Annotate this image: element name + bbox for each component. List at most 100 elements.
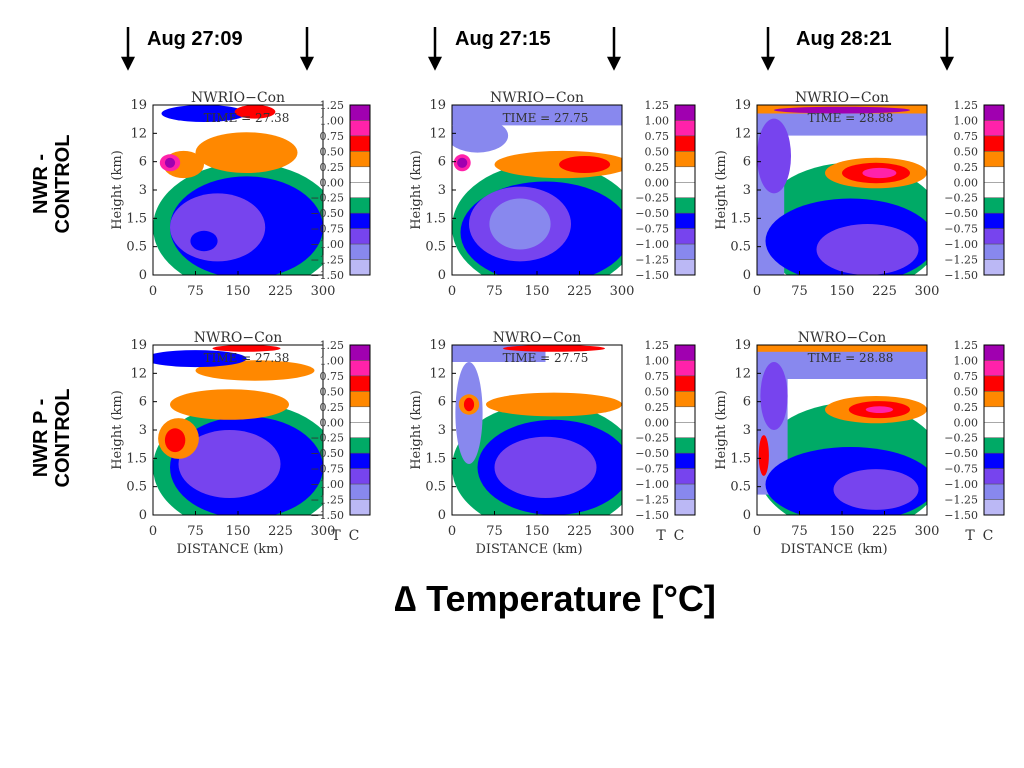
x-axis-label: DISTANCE (km) [780, 542, 887, 557]
colorbar-label: 1.00 [954, 354, 979, 367]
colorbar-frame [349, 104, 371, 276]
colorbar-frame [983, 344, 1005, 516]
colorbar-label: 0.50 [954, 145, 979, 158]
x-axis-label: DISTANCE (km) [176, 542, 283, 557]
panel-time: TIME = 27.75 [503, 351, 589, 365]
colorbar-label: 0.75 [320, 130, 345, 143]
contour-field [757, 105, 927, 275]
y-tick-label: 12 [130, 366, 147, 381]
colorbar-t-label: T [656, 528, 666, 544]
colorbar-label: 1.25 [645, 99, 670, 112]
x-tick-label: 150 [525, 524, 550, 539]
x-tick-label: 300 [915, 284, 940, 299]
colorbar-label: 0.75 [320, 370, 345, 383]
x-tick-label: 75 [486, 524, 503, 539]
colorbar-segment [983, 360, 1005, 377]
colorbar-label: 0.75 [954, 370, 979, 383]
y-tick-label: 0.5 [730, 240, 751, 255]
panel-time: TIME = 27.38 [204, 111, 290, 125]
colorbar-frame [674, 104, 696, 276]
colorbar-label: 0.75 [954, 130, 979, 143]
colorbar-label: 1.25 [954, 99, 979, 112]
x-axis-label: DISTANCE (km) [475, 542, 582, 557]
contour-field [153, 345, 323, 515]
colorbar-label: −0.50 [944, 447, 978, 460]
x-tick-label: 300 [610, 284, 635, 299]
colorbar-label: −1.25 [310, 494, 344, 507]
colorbar-label: 0.50 [645, 385, 670, 398]
y-tick-label: 19 [429, 338, 446, 353]
y-tick-label: 6 [743, 155, 751, 170]
x-tick-label: 225 [567, 284, 592, 299]
y-tick-label: 1.5 [425, 211, 446, 226]
y-tick-label: 0 [139, 268, 147, 283]
x-tick-label: 0 [149, 524, 157, 539]
y-tick-label: 19 [429, 98, 446, 113]
x-tick-label: 225 [268, 284, 293, 299]
y-tick-label: 12 [429, 366, 446, 381]
y-axis-label: Height (km) [714, 390, 729, 470]
colorbar-label: −1.00 [944, 478, 978, 491]
time-label-1: Aug 27:09 [147, 28, 243, 50]
panel-time: TIME = 28.88 [808, 111, 894, 125]
colorbar-label: −0.50 [635, 207, 669, 220]
colorbar-label: 1.25 [320, 99, 345, 112]
y-tick-label: 1.5 [730, 451, 751, 466]
colorbar-label: 0.50 [954, 385, 979, 398]
colorbar-t-label: T [965, 528, 975, 544]
x-tick-label: 300 [311, 524, 336, 539]
x-tick-label: 150 [830, 524, 855, 539]
colorbar-label: −0.25 [310, 432, 344, 445]
contour-field [757, 345, 927, 515]
colorbar-label: 1.25 [645, 339, 670, 352]
y-tick-label: 3 [438, 183, 446, 198]
x-tick-label: 150 [226, 284, 251, 299]
colorbar-label: 1.25 [320, 339, 345, 352]
y-tick-label: 0 [438, 508, 446, 523]
y-tick-label: 19 [130, 98, 147, 113]
y-tick-label: 0.5 [425, 480, 446, 495]
x-tick-label: 75 [791, 284, 808, 299]
y-tick-label: 19 [734, 98, 751, 113]
panel-title: NWRO−Con [493, 330, 582, 346]
colorbar-label: 0.25 [954, 401, 979, 414]
colorbar-c-label: C [983, 528, 994, 544]
y-axis-label: Height (km) [714, 150, 729, 230]
colorbar-label: −1.25 [635, 494, 669, 507]
x-tick-label: 0 [448, 284, 456, 299]
y-tick-label: 0.5 [126, 480, 147, 495]
colorbar-label: 0.25 [645, 401, 670, 414]
colorbar-label: −1.25 [944, 494, 978, 507]
panel-title: NWRO−Con [798, 330, 887, 346]
colorbar-label: 0.25 [645, 161, 670, 174]
x-tick-label: 0 [448, 524, 456, 539]
contour-field [153, 105, 323, 275]
panel-time: TIME = 28.88 [808, 351, 894, 365]
y-tick-label: 6 [139, 155, 147, 170]
colorbar-label: −1.00 [635, 238, 669, 251]
y-tick-label: 19 [130, 338, 147, 353]
colorbar-label: 0.00 [320, 176, 345, 189]
colorbar-label: 0.00 [645, 416, 670, 429]
colorbar-label: 0.75 [645, 370, 670, 383]
y-tick-label: 0 [743, 268, 751, 283]
x-tick-label: 75 [486, 284, 503, 299]
colorbar-segment [983, 437, 1005, 454]
colorbar-segment [983, 468, 1005, 485]
x-tick-label: 150 [525, 284, 550, 299]
colorbar-label: −0.25 [635, 192, 669, 205]
colorbar-segment [983, 375, 1005, 392]
colorbar-label: −1.25 [310, 254, 344, 267]
colorbar-label: 0.25 [320, 161, 345, 174]
colorbar-label: −1.50 [944, 269, 978, 282]
x-tick-label: 0 [753, 284, 761, 299]
y-tick-label: 3 [438, 423, 446, 438]
colorbar-label: −1.50 [310, 269, 344, 282]
x-tick-label: 225 [567, 524, 592, 539]
colorbar-segment [983, 406, 1005, 423]
colorbar-label: −1.25 [635, 254, 669, 267]
colorbar-label: −1.50 [635, 509, 669, 522]
colorbar-segment [983, 499, 1005, 516]
colorbar-label: 0.00 [645, 176, 670, 189]
